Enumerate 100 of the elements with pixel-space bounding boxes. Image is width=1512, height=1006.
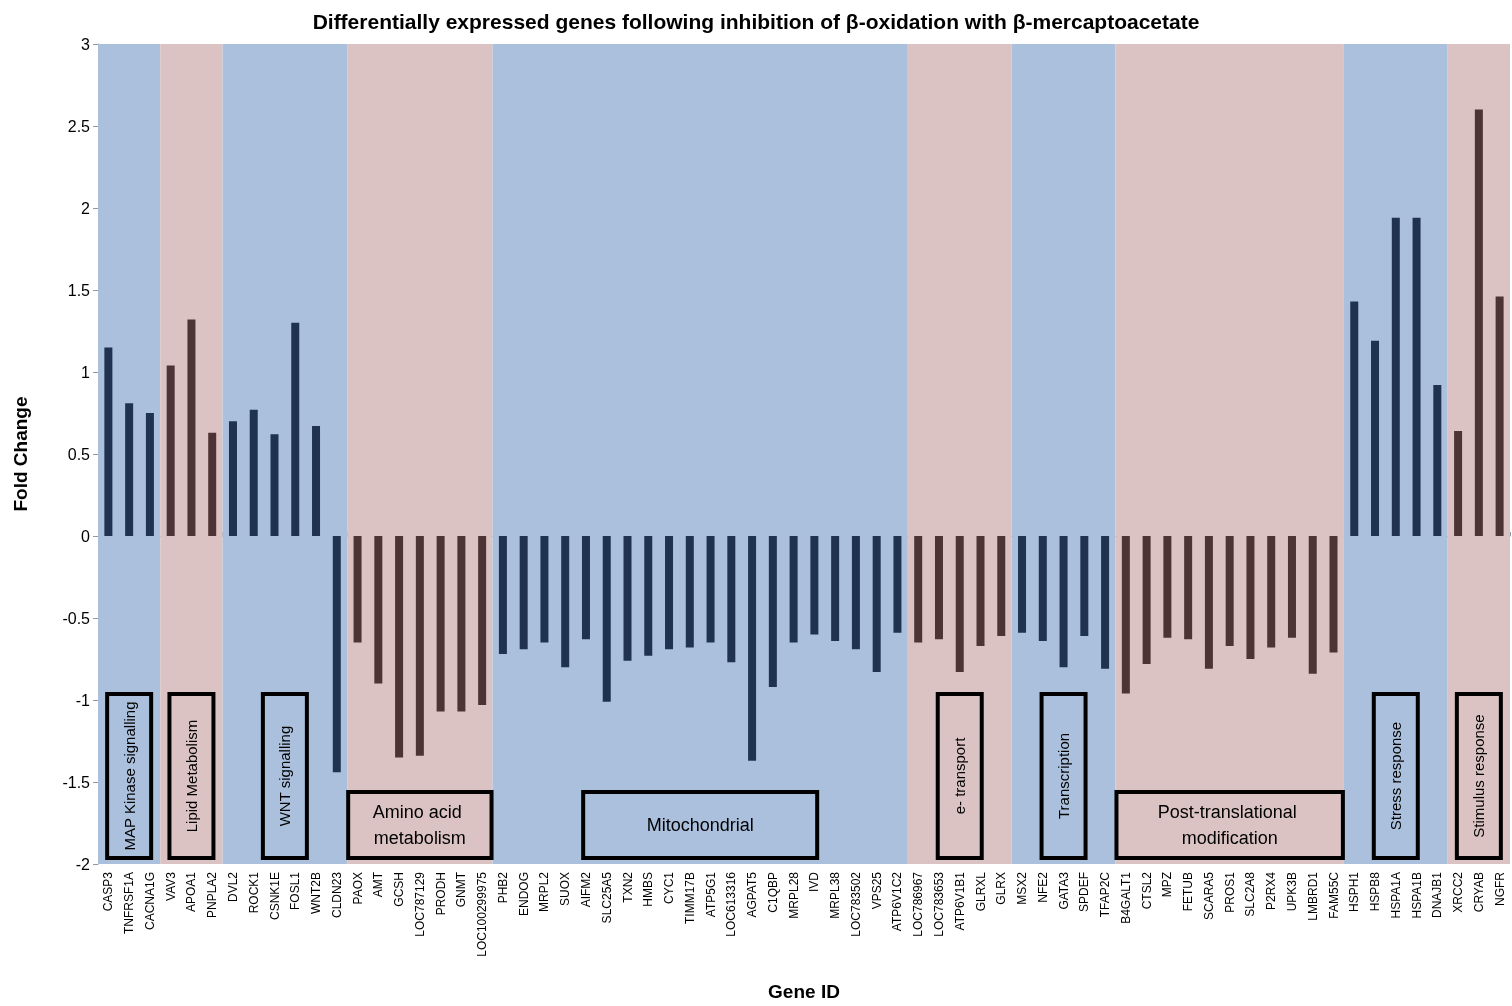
y-tick-label: 3 xyxy=(81,35,91,53)
x-tick-label: NGFR xyxy=(1492,871,1507,906)
x-tick-label: GNMT xyxy=(454,871,469,908)
x-tick-label: FETUB xyxy=(1181,872,1196,912)
bar xyxy=(436,536,445,712)
band-label: Lipid Metabolism xyxy=(182,719,200,833)
x-tick-label: HSPB8 xyxy=(1368,871,1383,912)
bar xyxy=(831,536,840,641)
bar xyxy=(602,536,611,702)
bar xyxy=(893,536,902,633)
x-tick-label: DNAJB1 xyxy=(1430,871,1445,919)
x-tick-label: P2RX4 xyxy=(1264,871,1279,911)
bar xyxy=(706,536,715,643)
bar xyxy=(1121,536,1130,694)
bar xyxy=(1433,385,1442,536)
bar xyxy=(1329,536,1338,653)
bar xyxy=(478,536,487,705)
bar xyxy=(104,347,113,536)
x-tick-label: GATA3 xyxy=(1056,871,1071,910)
bar xyxy=(810,536,819,635)
x-tick-label: HSPH1 xyxy=(1347,871,1362,913)
bar xyxy=(581,536,590,640)
x-tick-label: PROS1 xyxy=(1222,871,1237,913)
x-tick-label: GLRXL xyxy=(973,871,988,912)
bar xyxy=(457,536,466,712)
x-tick-label: CLDN23 xyxy=(329,871,344,919)
x-tick-label: GCSH xyxy=(392,872,407,907)
y-tick-label: 0 xyxy=(81,527,91,545)
bar xyxy=(228,421,237,536)
bar xyxy=(1059,536,1068,668)
x-tick-label: LMBRD1 xyxy=(1305,871,1320,921)
x-tick-label: LOC787129 xyxy=(412,871,427,937)
x-tick-label: ATP6V1C2 xyxy=(890,871,905,932)
bar xyxy=(187,319,196,536)
bar xyxy=(1267,536,1276,648)
bar xyxy=(748,536,757,761)
x-tick-label: ATP5G1 xyxy=(703,871,718,918)
x-tick-label: HSPA1A xyxy=(1388,872,1403,919)
bar xyxy=(1184,536,1193,640)
x-tick-label: CRYAB xyxy=(1471,872,1486,913)
x-tick-label: XRCC2 xyxy=(1451,871,1466,913)
x-tick-label: NFE2 xyxy=(1035,871,1050,903)
x-tick-label: MRPL38 xyxy=(828,871,843,919)
x-tick-label: TFAP2C xyxy=(1098,871,1113,918)
x-tick-label: IVD xyxy=(807,871,822,893)
bar xyxy=(1163,536,1172,638)
chart-title: Differentially expressed genes following inhibition of β-oxidation with β-mercaptoacetate xyxy=(312,10,1200,33)
bar xyxy=(208,432,217,536)
x-tick-label: PNPLA2 xyxy=(205,871,220,919)
bar xyxy=(561,536,570,668)
x-tick-label: CACNA1G xyxy=(142,872,157,931)
x-tick-label: LOC783653 xyxy=(931,871,946,937)
bar xyxy=(291,322,300,536)
y-tick-label: 1.5 xyxy=(67,281,91,299)
x-tick-label: GLRX xyxy=(994,872,1009,905)
x-tick-label: LOC100299975 xyxy=(475,871,490,957)
bar xyxy=(976,536,985,646)
bar xyxy=(789,536,798,643)
x-tick-label: UPK3B xyxy=(1284,872,1299,912)
y-tick-label: 2 xyxy=(81,199,91,217)
x-axis-title: Gene ID xyxy=(768,981,840,1002)
bar xyxy=(498,536,507,655)
y-tick-label: -2 xyxy=(75,855,91,873)
bar xyxy=(249,409,258,536)
y-tick-label: -0.5 xyxy=(62,609,91,627)
bar xyxy=(727,536,736,663)
x-tick-label: DVL2 xyxy=(225,871,240,903)
bar xyxy=(997,536,1006,637)
y-tick-label: 0.5 xyxy=(67,445,91,463)
band-label: Stress response xyxy=(1387,721,1405,831)
x-tick-label: SLC2A8 xyxy=(1243,871,1258,917)
bar xyxy=(1350,301,1359,536)
x-tick-label: LOC783502 xyxy=(848,871,863,937)
x-tick-label: MRPL2 xyxy=(537,871,552,913)
bar xyxy=(1038,536,1047,641)
y-tick-label: -1.5 xyxy=(62,773,91,791)
bar xyxy=(395,536,404,758)
bar xyxy=(685,536,694,648)
band-label: Transcription xyxy=(1055,732,1073,820)
x-tick-label: MRPL28 xyxy=(786,871,801,919)
x-tick-label: LOC613316 xyxy=(724,871,739,937)
bar xyxy=(851,536,860,650)
bar xyxy=(312,426,321,536)
y-tick-label: 1 xyxy=(81,363,91,381)
bar xyxy=(332,536,341,773)
bar xyxy=(1204,536,1213,669)
x-tick-label: CTSL2 xyxy=(1139,871,1154,910)
x-tick-label: SUOX xyxy=(558,872,573,907)
x-tick-label: SLC25A5 xyxy=(599,871,614,924)
band-label: e- transport xyxy=(951,736,969,815)
bar xyxy=(1474,109,1483,536)
x-tick-label: APOA1 xyxy=(184,871,199,913)
x-tick-label: TIMM17B xyxy=(682,872,697,925)
bar xyxy=(955,536,964,673)
x-tick-label: B4GALT1 xyxy=(1118,871,1133,924)
x-tick-label: ENDOG xyxy=(516,872,531,917)
x-tick-label: PAOX xyxy=(350,872,365,905)
bar xyxy=(540,536,549,643)
bar xyxy=(768,536,777,687)
bar xyxy=(644,536,653,656)
